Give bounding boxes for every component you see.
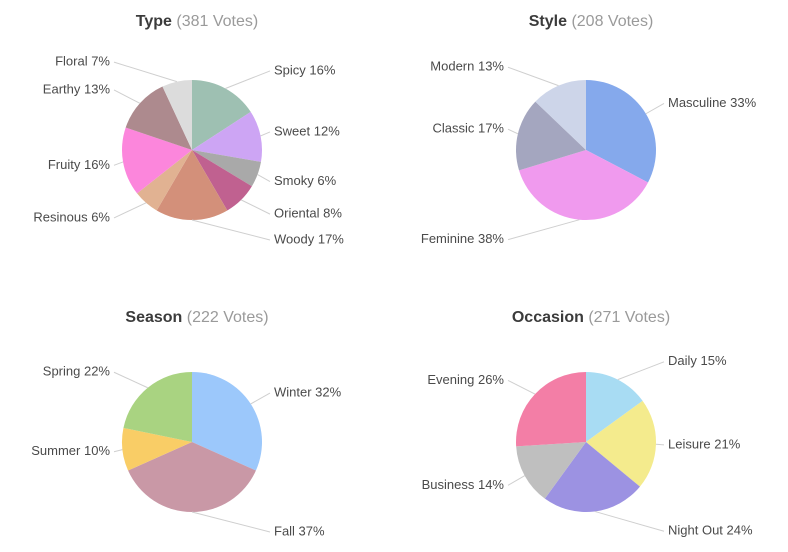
pie-slice-masculine[interactable]: [586, 80, 657, 183]
pie-slice-winter[interactable]: [192, 372, 263, 471]
slice-label-sweet: Sweet 12%: [274, 123, 340, 138]
slice-label-floral: Floral 7%: [55, 54, 110, 69]
label-leader-line: [113, 61, 178, 83]
slice-label-winter: Winter 32%: [274, 384, 342, 399]
chart-title-text: Style: [528, 13, 567, 30]
pie-slice-earthy[interactable]: [125, 86, 192, 150]
slice-label-fruity: Fruity 16%: [48, 157, 111, 172]
label-leader-line: [507, 66, 559, 87]
pie-slice-evening[interactable]: [516, 372, 586, 447]
occasion-pie-svg: Daily 15% Leisure 21% Night Out 24% Busines…: [422, 353, 753, 538]
pie-slice-resinous[interactable]: [137, 150, 192, 211]
pie-slice-floral[interactable]: [162, 80, 192, 150]
label-leader-line: [617, 361, 665, 381]
slice-label-oriental: Oriental 8%: [274, 206, 342, 221]
label-leader-line: [113, 89, 141, 104]
pie-slice-night-out[interactable]: [544, 442, 640, 512]
slice-label-leisure: Leisure 21%: [668, 436, 741, 451]
label-leader-line: [225, 70, 271, 89]
label-leader-line: [507, 475, 525, 486]
label-leader-line: [645, 102, 665, 115]
slice-label-masculine: Masculine 33%: [668, 95, 757, 110]
label-leader-line: [113, 371, 148, 389]
slice-label-evening: Evening 26%: [427, 372, 504, 387]
pie-slice-fall[interactable]: [128, 442, 256, 513]
label-leader-line: [113, 161, 124, 166]
season-chart-title: Season (222 Votes): [0, 308, 394, 328]
type-pie-chart: Type (381 Votes) Spicy 16% Sweet 12% Smoky…: [0, 0, 394, 276]
pie-slice-fruity[interactable]: [121, 127, 192, 194]
type-pie-svg: Spicy 16% Sweet 12% Smoky 6% Oriental 8% Woo…: [33, 54, 344, 247]
slice-label-fall: Fall 37%: [274, 523, 325, 538]
chart-votes-text: (381 Votes): [176, 13, 259, 30]
label-leader-line: [113, 202, 147, 219]
slice-label-smoky: Smoky 6%: [274, 173, 337, 188]
pie-slice-woody[interactable]: [156, 150, 228, 220]
label-leader-line: [594, 510, 665, 532]
slice-label-daily: Daily 15%: [668, 353, 727, 368]
occasion-pie-chart: Occasion (271 Votes) Daily 15% Leisure 21…: [394, 276, 788, 552]
chart-title-text: Occasion: [511, 309, 584, 326]
season-pie-chart: Season (222 Votes) Winter 32% Fall 37% Sum…: [0, 276, 394, 552]
slice-label-spring: Spring 22%: [43, 364, 111, 379]
season-pie-svg: Winter 32% Fall 37% Summer 10% Spring 22%: [31, 364, 342, 539]
style-chart-title: Style (208 Votes): [394, 12, 788, 32]
slice-label-classic: Classic 17%: [432, 121, 504, 136]
label-leader-line: [240, 199, 271, 215]
pie-slice-daily[interactable]: [586, 372, 643, 442]
slice-label-summer: Summer 10%: [31, 443, 110, 458]
pie-slice-feminine[interactable]: [519, 150, 649, 221]
occasion-chart-title: Occasion (271 Votes): [394, 308, 788, 328]
type-chart-title: Type (381 Votes): [0, 12, 394, 32]
chart-title-text: Type: [135, 13, 172, 30]
label-leader-line: [260, 131, 271, 137]
pie-slice-leisure[interactable]: [586, 400, 656, 487]
label-leader-line: [507, 128, 519, 135]
slice-label-feminine: Feminine 38%: [421, 231, 505, 246]
pie-slice-oriental[interactable]: [192, 150, 252, 211]
pie-slice-spicy[interactable]: [192, 80, 251, 150]
label-leader-line: [191, 219, 271, 241]
label-leader-line: [257, 174, 271, 182]
pie-slice-sweet[interactable]: [192, 111, 263, 162]
chart-votes-text: (208 Votes): [571, 13, 654, 30]
style-pie-chart: Style (208 Votes) Masculine 33% Feminine …: [394, 0, 788, 276]
chart-title-text: Season: [125, 309, 183, 326]
label-leader-line: [191, 511, 271, 533]
style-pie-svg: Masculine 33% Feminine 38% Classic 17% Mode…: [421, 59, 757, 246]
label-leader-line: [507, 219, 580, 241]
pie-slice-modern[interactable]: [535, 80, 586, 150]
chart-votes-text: (271 Votes): [588, 309, 671, 326]
chart-votes-text: (222 Votes): [186, 309, 269, 326]
slice-label-spicy: Spicy 16%: [274, 62, 336, 77]
pie-slice-business[interactable]: [516, 442, 586, 499]
slice-label-woody: Woody 17%: [274, 231, 344, 246]
slice-label-earthy: Earthy 13%: [43, 81, 111, 96]
label-leader-line: [250, 392, 271, 405]
label-leader-line: [113, 449, 123, 453]
slice-label-resinous: Resinous 6%: [33, 209, 110, 224]
slice-label-night-out: Night Out 24%: [668, 523, 753, 538]
pie-slice-smoky[interactable]: [192, 150, 261, 187]
pie-slice-classic[interactable]: [515, 101, 586, 171]
label-leader-line: [507, 379, 536, 395]
pie-slice-spring[interactable]: [123, 372, 192, 442]
slice-label-modern: Modern 13%: [430, 59, 504, 74]
label-leader-line: [655, 443, 665, 446]
slice-label-business: Business 14%: [422, 477, 505, 492]
pie-slice-summer[interactable]: [122, 427, 192, 471]
